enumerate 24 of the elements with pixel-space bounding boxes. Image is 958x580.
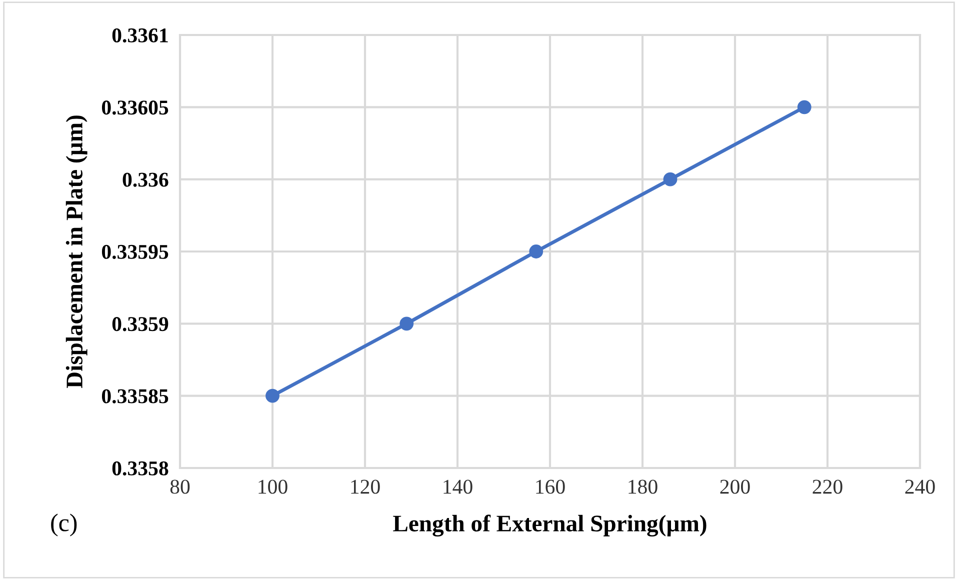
point [797, 100, 812, 114]
point [529, 244, 544, 258]
x-tick-label: 120 [351, 480, 380, 494]
point [663, 172, 678, 186]
y-tick-label: 0.3359 [112, 317, 168, 332]
x-axis-title: Length of External Spring(µm) [393, 514, 706, 537]
point [266, 388, 280, 403]
y-tick-label: 0.33595 [102, 244, 168, 260]
y-tick-label: 0.33605 [102, 100, 168, 115]
x-tick-label: 220 [812, 480, 842, 494]
text: (c) [51, 514, 77, 536]
x-tick-label: 140 [444, 480, 472, 494]
y-tick-label: 0.336 [122, 172, 168, 187]
y-axis-title: Displacement in Plate (µm) [66, 116, 88, 388]
point [400, 316, 414, 331]
y-tick-label: 0.3361 [112, 28, 168, 43]
x-tick-label: 160 [536, 480, 565, 494]
x-tick-label: 100 [258, 480, 288, 494]
x-tick-label: 200 [720, 480, 750, 494]
y-tick-label: 0.3358 [112, 461, 168, 476]
y-tick-label: 0.33585 [102, 389, 168, 404]
x-tick-label: 80 [170, 480, 190, 494]
x-tick-label: 180 [628, 480, 658, 494]
x-tick-label: 240 [905, 480, 935, 494]
